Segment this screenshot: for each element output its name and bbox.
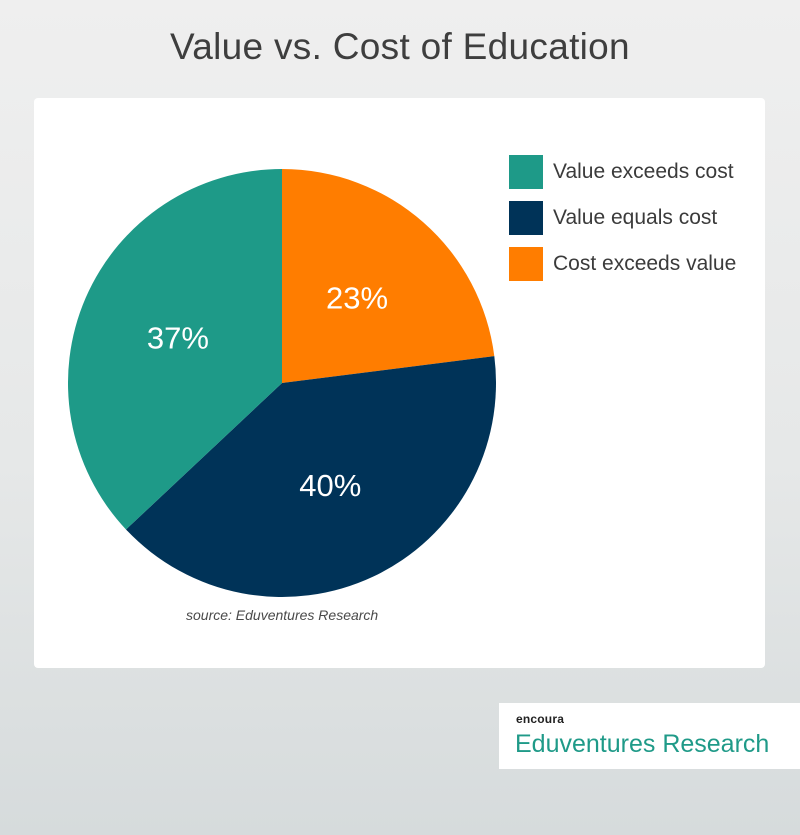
legend-swatch	[509, 155, 543, 189]
pie-slice-value-equals-cost	[126, 356, 496, 597]
legend-label: Value exceeds cost	[553, 160, 734, 183]
brand-logo: encoura Eduventures Research	[499, 703, 800, 769]
pie-slice-cost-exceeds-value	[282, 169, 495, 383]
slice-value-label: 23%	[326, 280, 388, 315]
legend: Value exceeds cost Value equals cost Cos…	[509, 155, 736, 293]
legend-label: Value equals cost	[553, 206, 718, 229]
legend-item-value-equals-cost: Value equals cost	[509, 201, 736, 235]
brand-name: Eduventures Research	[515, 730, 770, 758]
slice-value-label: 37%	[147, 320, 209, 355]
legend-item-value-exceeds-cost: Value exceeds cost	[509, 155, 736, 189]
source-note: source: Eduventures Research	[186, 607, 379, 623]
legend-swatch	[509, 247, 543, 281]
legend-item-cost-exceeds-value: Cost exceeds value	[509, 247, 736, 281]
chart-card: 23% 40% 37% Value exceeds cost Value equal…	[34, 98, 765, 668]
legend-swatch	[509, 201, 543, 235]
chart-title: Value vs. Cost of Education	[170, 26, 630, 67]
pie-chart: 23% 40% 37%	[68, 169, 496, 597]
brand-small-text: encoura	[516, 712, 565, 726]
legend-label: Cost exceeds value	[553, 252, 737, 275]
slice-value-label: 40%	[299, 468, 361, 503]
pie-slice-value-exceeds-cost	[68, 169, 283, 530]
